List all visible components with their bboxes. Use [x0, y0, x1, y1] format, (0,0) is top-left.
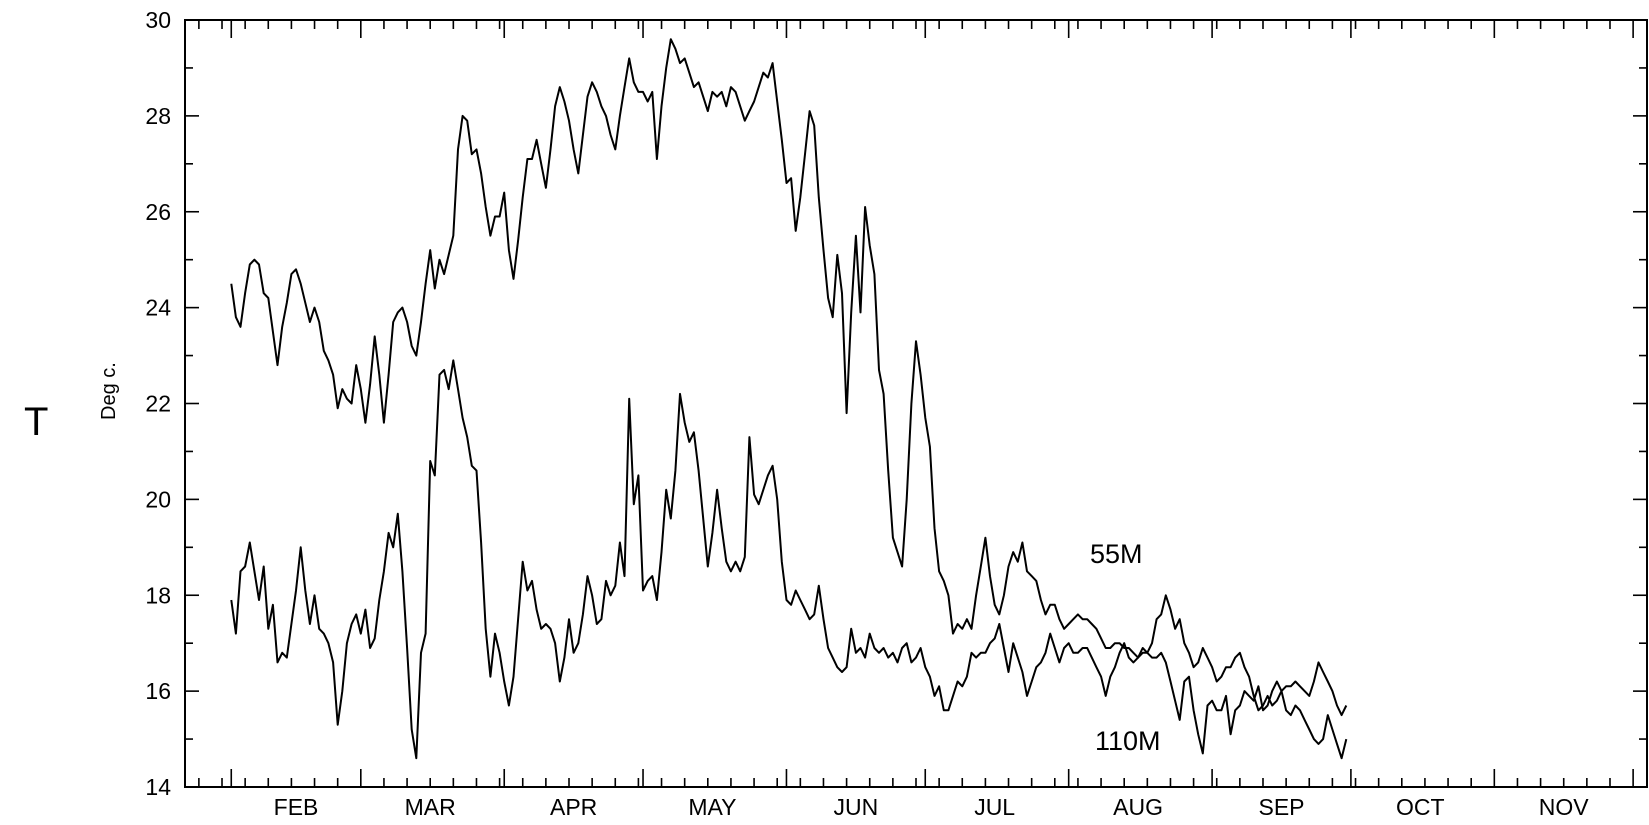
plot-frame: [184, 19, 1648, 788]
y-axis: 14 16 18 20 22 24 26 28 30: [145, 7, 1647, 800]
x-tick-label-jun: JUN: [833, 794, 878, 820]
x-tick-label-mar: MAR: [405, 794, 456, 820]
y-tick-label: 28: [145, 103, 171, 129]
annotation-110m: 110M: [1095, 726, 1161, 756]
y-tick-label: 20: [145, 486, 171, 512]
x-tick-label-nov: NOV: [1539, 794, 1590, 820]
x-tick-label-may: MAY: [688, 794, 736, 820]
x-tick-label-feb: FEB: [274, 794, 319, 820]
y-tick-label: 30: [145, 7, 171, 33]
x-tick-label-jul: JUL: [974, 794, 1015, 820]
series-lines: [230, 38, 1348, 760]
series-line-55m: [230, 38, 1348, 717]
y-tick-label: 22: [145, 391, 171, 417]
x-axis: FEB MAR APR MAY JUN JUL AUG SEP OCT NOV: [198, 20, 1634, 820]
y-axis-label: Deg c.: [98, 362, 120, 420]
annotation-55m: 55M: [1090, 539, 1143, 569]
variable-label: T: [24, 400, 48, 444]
y-tick-label: 14: [145, 774, 171, 800]
y-tick-label: 24: [145, 295, 171, 321]
y-tick-label: 26: [145, 199, 171, 225]
y-tick-label: 18: [145, 582, 171, 608]
x-tick-label-sep: SEP: [1258, 794, 1304, 820]
series-line-110m: [230, 359, 1348, 760]
x-tick-label-apr: APR: [550, 794, 597, 820]
y-tick-label: 16: [145, 678, 171, 704]
x-tick-label-aug: AUG: [1113, 794, 1163, 820]
x-tick-label-oct: OCT: [1396, 794, 1445, 820]
